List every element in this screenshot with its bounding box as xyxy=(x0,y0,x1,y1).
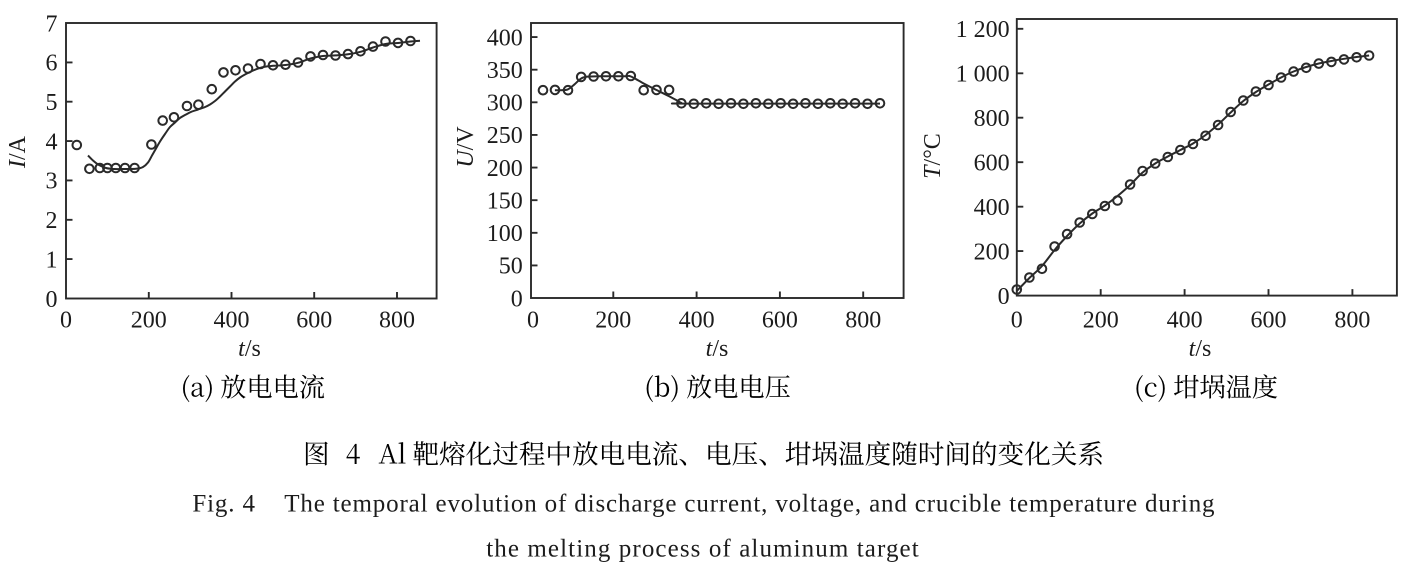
svg-text:1 000: 1 000 xyxy=(956,62,1010,88)
svg-text:600: 600 xyxy=(1251,308,1287,334)
svg-text:400: 400 xyxy=(974,195,1010,221)
svg-text:800: 800 xyxy=(845,308,881,334)
svg-text:200: 200 xyxy=(1083,308,1119,334)
svg-text:200: 200 xyxy=(595,308,631,334)
svg-text:400: 400 xyxy=(679,308,715,334)
svg-text:400: 400 xyxy=(214,308,250,334)
svg-text:300: 300 xyxy=(487,91,523,117)
svg-text:0: 0 xyxy=(527,308,539,334)
svg-text:0: 0 xyxy=(46,287,58,313)
svg-text:100: 100 xyxy=(487,221,523,247)
svg-text:6: 6 xyxy=(46,51,58,77)
svg-text:600: 600 xyxy=(762,308,798,334)
svg-text:0: 0 xyxy=(60,308,72,334)
svg-text:200: 200 xyxy=(487,156,523,182)
svg-text:200: 200 xyxy=(131,308,167,334)
svg-text:800: 800 xyxy=(974,106,1010,132)
svg-text:50: 50 xyxy=(499,254,523,280)
svg-text:3: 3 xyxy=(46,169,58,195)
svg-text:4: 4 xyxy=(46,129,58,155)
svg-text:800: 800 xyxy=(1334,308,1370,334)
svg-text:Fig. 4 The temporal evoluti: Fig. 4 The temporal evolution of dischar… xyxy=(192,491,1215,518)
svg-text:0: 0 xyxy=(1011,308,1023,334)
svg-text:400: 400 xyxy=(487,25,523,51)
svg-text:800: 800 xyxy=(379,308,415,334)
svg-text:the melting process of aluminu: the melting process of aluminum target xyxy=(486,536,920,563)
svg-text:I/A: I/A xyxy=(5,135,31,169)
svg-text:0: 0 xyxy=(511,286,523,312)
svg-text:350: 350 xyxy=(487,58,523,84)
svg-text:150: 150 xyxy=(487,189,523,215)
svg-text:1: 1 xyxy=(46,247,58,273)
svg-text:400: 400 xyxy=(1167,308,1203,334)
svg-text:2: 2 xyxy=(46,208,58,234)
svg-text:600: 600 xyxy=(974,151,1010,177)
svg-text:250: 250 xyxy=(487,123,523,149)
svg-text:t/s: t/s xyxy=(238,336,261,362)
svg-text:600: 600 xyxy=(296,308,332,334)
svg-text:1 200: 1 200 xyxy=(956,17,1010,43)
svg-text:U/V: U/V xyxy=(453,126,479,168)
svg-text:t/s: t/s xyxy=(1189,336,1212,362)
svg-text:0: 0 xyxy=(998,284,1010,310)
svg-text:5: 5 xyxy=(46,90,58,116)
svg-text:T/°C: T/°C xyxy=(920,133,946,179)
svg-text:7: 7 xyxy=(46,11,58,37)
svg-text:200: 200 xyxy=(974,239,1010,265)
svg-text:t/s: t/s xyxy=(706,336,729,362)
